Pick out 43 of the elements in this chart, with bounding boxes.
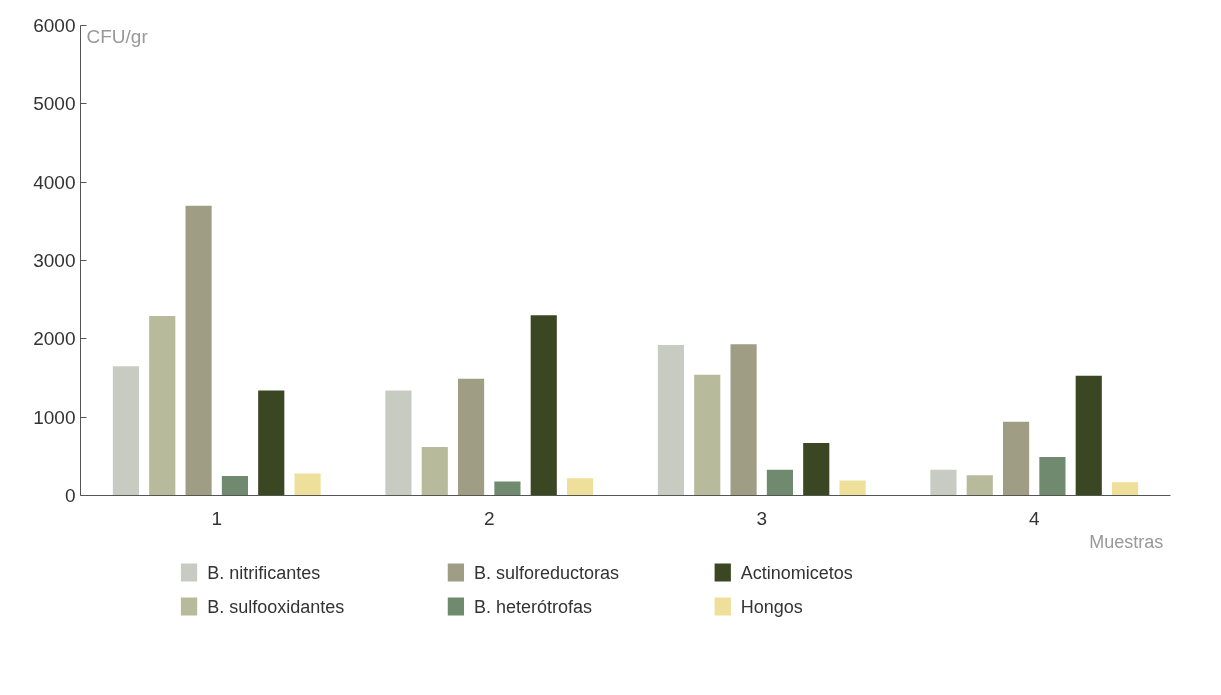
legend-label: B. sulforeductoras — [473, 562, 620, 583]
legend-label: Actinomicetos — [740, 562, 853, 583]
bar — [839, 480, 866, 496]
bar — [494, 481, 521, 496]
bar — [1039, 457, 1066, 496]
y-tick-label: 1000 — [33, 406, 76, 428]
bar — [1003, 421, 1030, 496]
bar — [221, 475, 248, 496]
bar — [1075, 375, 1102, 496]
bar — [966, 475, 993, 496]
legend-label: B. heterótrofas — [473, 596, 593, 617]
y-tick-label: 4000 — [33, 171, 76, 193]
bar — [258, 390, 285, 496]
x-tick-label: 1 — [211, 507, 223, 529]
x-tick-label: 3 — [756, 507, 768, 529]
legend-label: B. sulfooxidantes — [207, 596, 345, 617]
bar — [657, 345, 684, 496]
y-tick-label: 3000 — [33, 250, 76, 271]
bar — [149, 316, 176, 496]
legend-label: Hongos — [740, 596, 803, 617]
bar — [458, 378, 485, 496]
x-axis-title: Muestras — [1089, 531, 1164, 552]
bar — [567, 478, 594, 496]
x-tick-label: 4 — [1028, 507, 1040, 529]
bar — [421, 446, 448, 496]
bar — [930, 469, 957, 496]
y-tick-label: 0 — [64, 485, 76, 506]
y-axis-title: CFU/gr — [86, 25, 149, 47]
bar — [766, 469, 793, 496]
x-tick-label: 2 — [483, 507, 495, 529]
bar — [730, 344, 757, 496]
bar — [185, 205, 212, 496]
bar — [1112, 482, 1139, 496]
bar — [803, 443, 830, 496]
y-tick-label: 5000 — [33, 93, 76, 115]
bar — [385, 390, 412, 496]
bar — [112, 366, 139, 496]
y-tick-label: 2000 — [33, 328, 76, 350]
legend-label: B. nitrificantes — [207, 562, 321, 583]
bar — [294, 473, 321, 496]
bar — [530, 315, 557, 496]
bar — [694, 374, 721, 496]
y-tick-label: 6000 — [33, 15, 76, 36]
